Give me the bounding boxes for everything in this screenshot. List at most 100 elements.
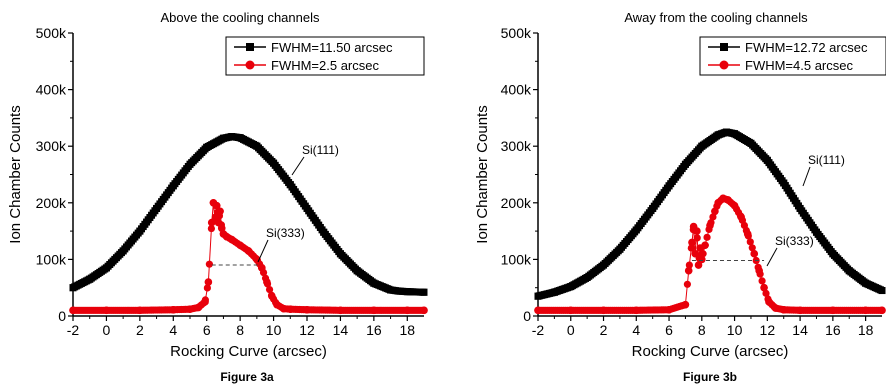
legend-marker <box>719 60 729 70</box>
data-point <box>395 287 403 295</box>
x-tick-label: 4 <box>632 322 640 338</box>
series-annotation: Si(333) <box>775 234 814 248</box>
data-point <box>205 260 213 268</box>
chart-title: Away from the cooling channels <box>624 10 808 25</box>
x-tick-label: 2 <box>136 322 144 338</box>
data-point <box>136 227 144 235</box>
series-si111 <box>69 133 428 296</box>
data-point <box>829 306 837 315</box>
data-point <box>780 179 788 187</box>
data-point <box>693 227 701 235</box>
data-point <box>214 218 223 227</box>
data-point <box>861 306 870 315</box>
data-point <box>755 266 763 275</box>
data-point <box>303 305 311 314</box>
data-point <box>599 306 608 315</box>
data-point <box>303 204 311 212</box>
data-point <box>685 261 693 269</box>
data-point <box>812 228 820 236</box>
data-point <box>69 306 77 315</box>
data-point <box>743 230 752 238</box>
data-point <box>616 245 624 253</box>
x-tick-label: 10 <box>266 322 282 338</box>
data-point <box>69 284 77 292</box>
data-point <box>387 286 395 294</box>
data-point <box>796 204 804 212</box>
x-tick-label: 16 <box>825 322 841 338</box>
legend-entry: FWHM=12.72 arcsec <box>745 40 868 55</box>
x-tick-label: 12 <box>299 322 315 338</box>
data-point <box>550 288 558 296</box>
annotation-arrow <box>257 239 269 263</box>
x-tick-label: 16 <box>366 322 382 338</box>
data-point <box>698 255 706 264</box>
data-point <box>320 228 328 236</box>
data-point <box>862 279 870 287</box>
data-point <box>762 289 770 297</box>
legend-marker <box>720 43 728 51</box>
data-point <box>203 143 211 151</box>
legend-entry: FWHM=2.5 arcsec <box>271 58 379 73</box>
data-point <box>632 306 641 315</box>
figure-caption: Figure 3a <box>220 370 274 384</box>
data-point <box>694 261 703 269</box>
data-point <box>688 238 696 247</box>
series-line <box>73 202 424 311</box>
data-point <box>228 133 236 141</box>
y-tick-label: 100k <box>36 251 67 267</box>
y-axis-label: Ion Chamber Counts <box>474 105 491 243</box>
data-point <box>370 279 378 287</box>
data-point <box>227 235 236 244</box>
data-point <box>186 305 194 314</box>
data-point <box>203 284 211 292</box>
data-point <box>683 280 691 288</box>
data-point <box>353 267 361 275</box>
data-point <box>845 267 853 275</box>
legend-box <box>699 36 886 76</box>
data-point <box>649 204 657 212</box>
data-point <box>730 201 739 210</box>
data-point <box>746 238 754 246</box>
data-point <box>600 261 608 269</box>
x-tick-label: 4 <box>169 322 177 338</box>
data-point <box>236 241 244 250</box>
annotation-arrow <box>766 247 778 267</box>
data-point <box>403 306 412 315</box>
data-point <box>244 247 253 255</box>
x-tick-label: -2 <box>67 322 80 338</box>
data-point <box>691 249 700 258</box>
data-point <box>583 274 591 282</box>
data-point <box>796 306 804 315</box>
x-tick-label: 8 <box>698 322 706 338</box>
data-point <box>286 305 295 314</box>
x-tick-label: 0 <box>103 322 111 338</box>
data-point <box>336 250 344 258</box>
annotation-arrow <box>291 156 305 176</box>
data-point <box>403 288 411 296</box>
data-point <box>186 160 194 168</box>
data-point <box>709 213 717 221</box>
y-tick-label: 0 <box>523 308 531 324</box>
data-point <box>665 305 673 314</box>
data-point <box>701 241 709 250</box>
data-point <box>263 278 271 286</box>
data-point <box>632 226 640 234</box>
series-annotation: Si(111) <box>302 143 339 157</box>
data-point <box>566 306 575 315</box>
y-tick-label: 400k <box>501 82 532 98</box>
data-point <box>136 306 144 315</box>
data-point <box>722 128 730 136</box>
data-point <box>703 233 711 241</box>
data-point <box>420 306 428 315</box>
x-tick-label: 14 <box>792 322 808 338</box>
x-tick-label: 14 <box>333 322 349 338</box>
data-point <box>102 264 110 272</box>
data-point <box>714 131 722 139</box>
data-point <box>153 204 161 212</box>
data-point <box>731 130 739 138</box>
x-tick-label: -2 <box>532 322 545 338</box>
data-point <box>763 156 771 164</box>
x-tick-label: 18 <box>858 322 874 338</box>
series-line <box>72 136 425 293</box>
